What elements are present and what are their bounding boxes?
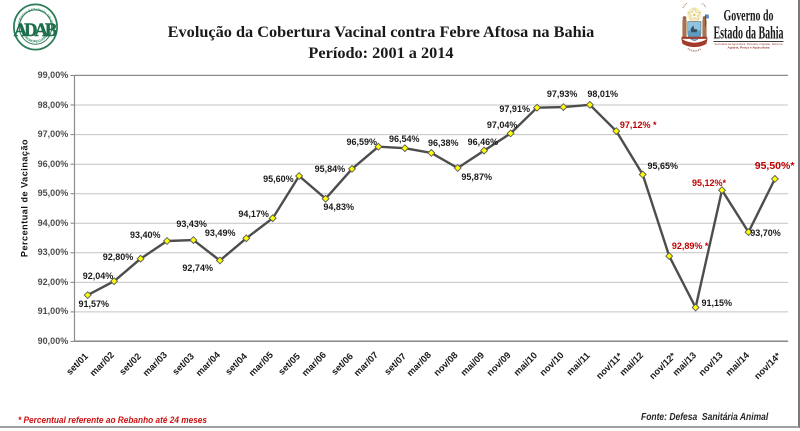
svg-text:Agrária, Pesca e Aquicultura: Agrária, Pesca e Aquicultura	[727, 46, 769, 50]
svg-text:ADAB: ADAB	[14, 21, 58, 41]
svg-text:Estado da Bahia: Estado da Bahia	[714, 22, 784, 42]
svg-text:Governo do: Governo do	[724, 8, 774, 25]
svg-text:Secretaria de Agricultura, Pec: Secretaria de Agricultura, Pecuária, Irr…	[715, 42, 783, 46]
